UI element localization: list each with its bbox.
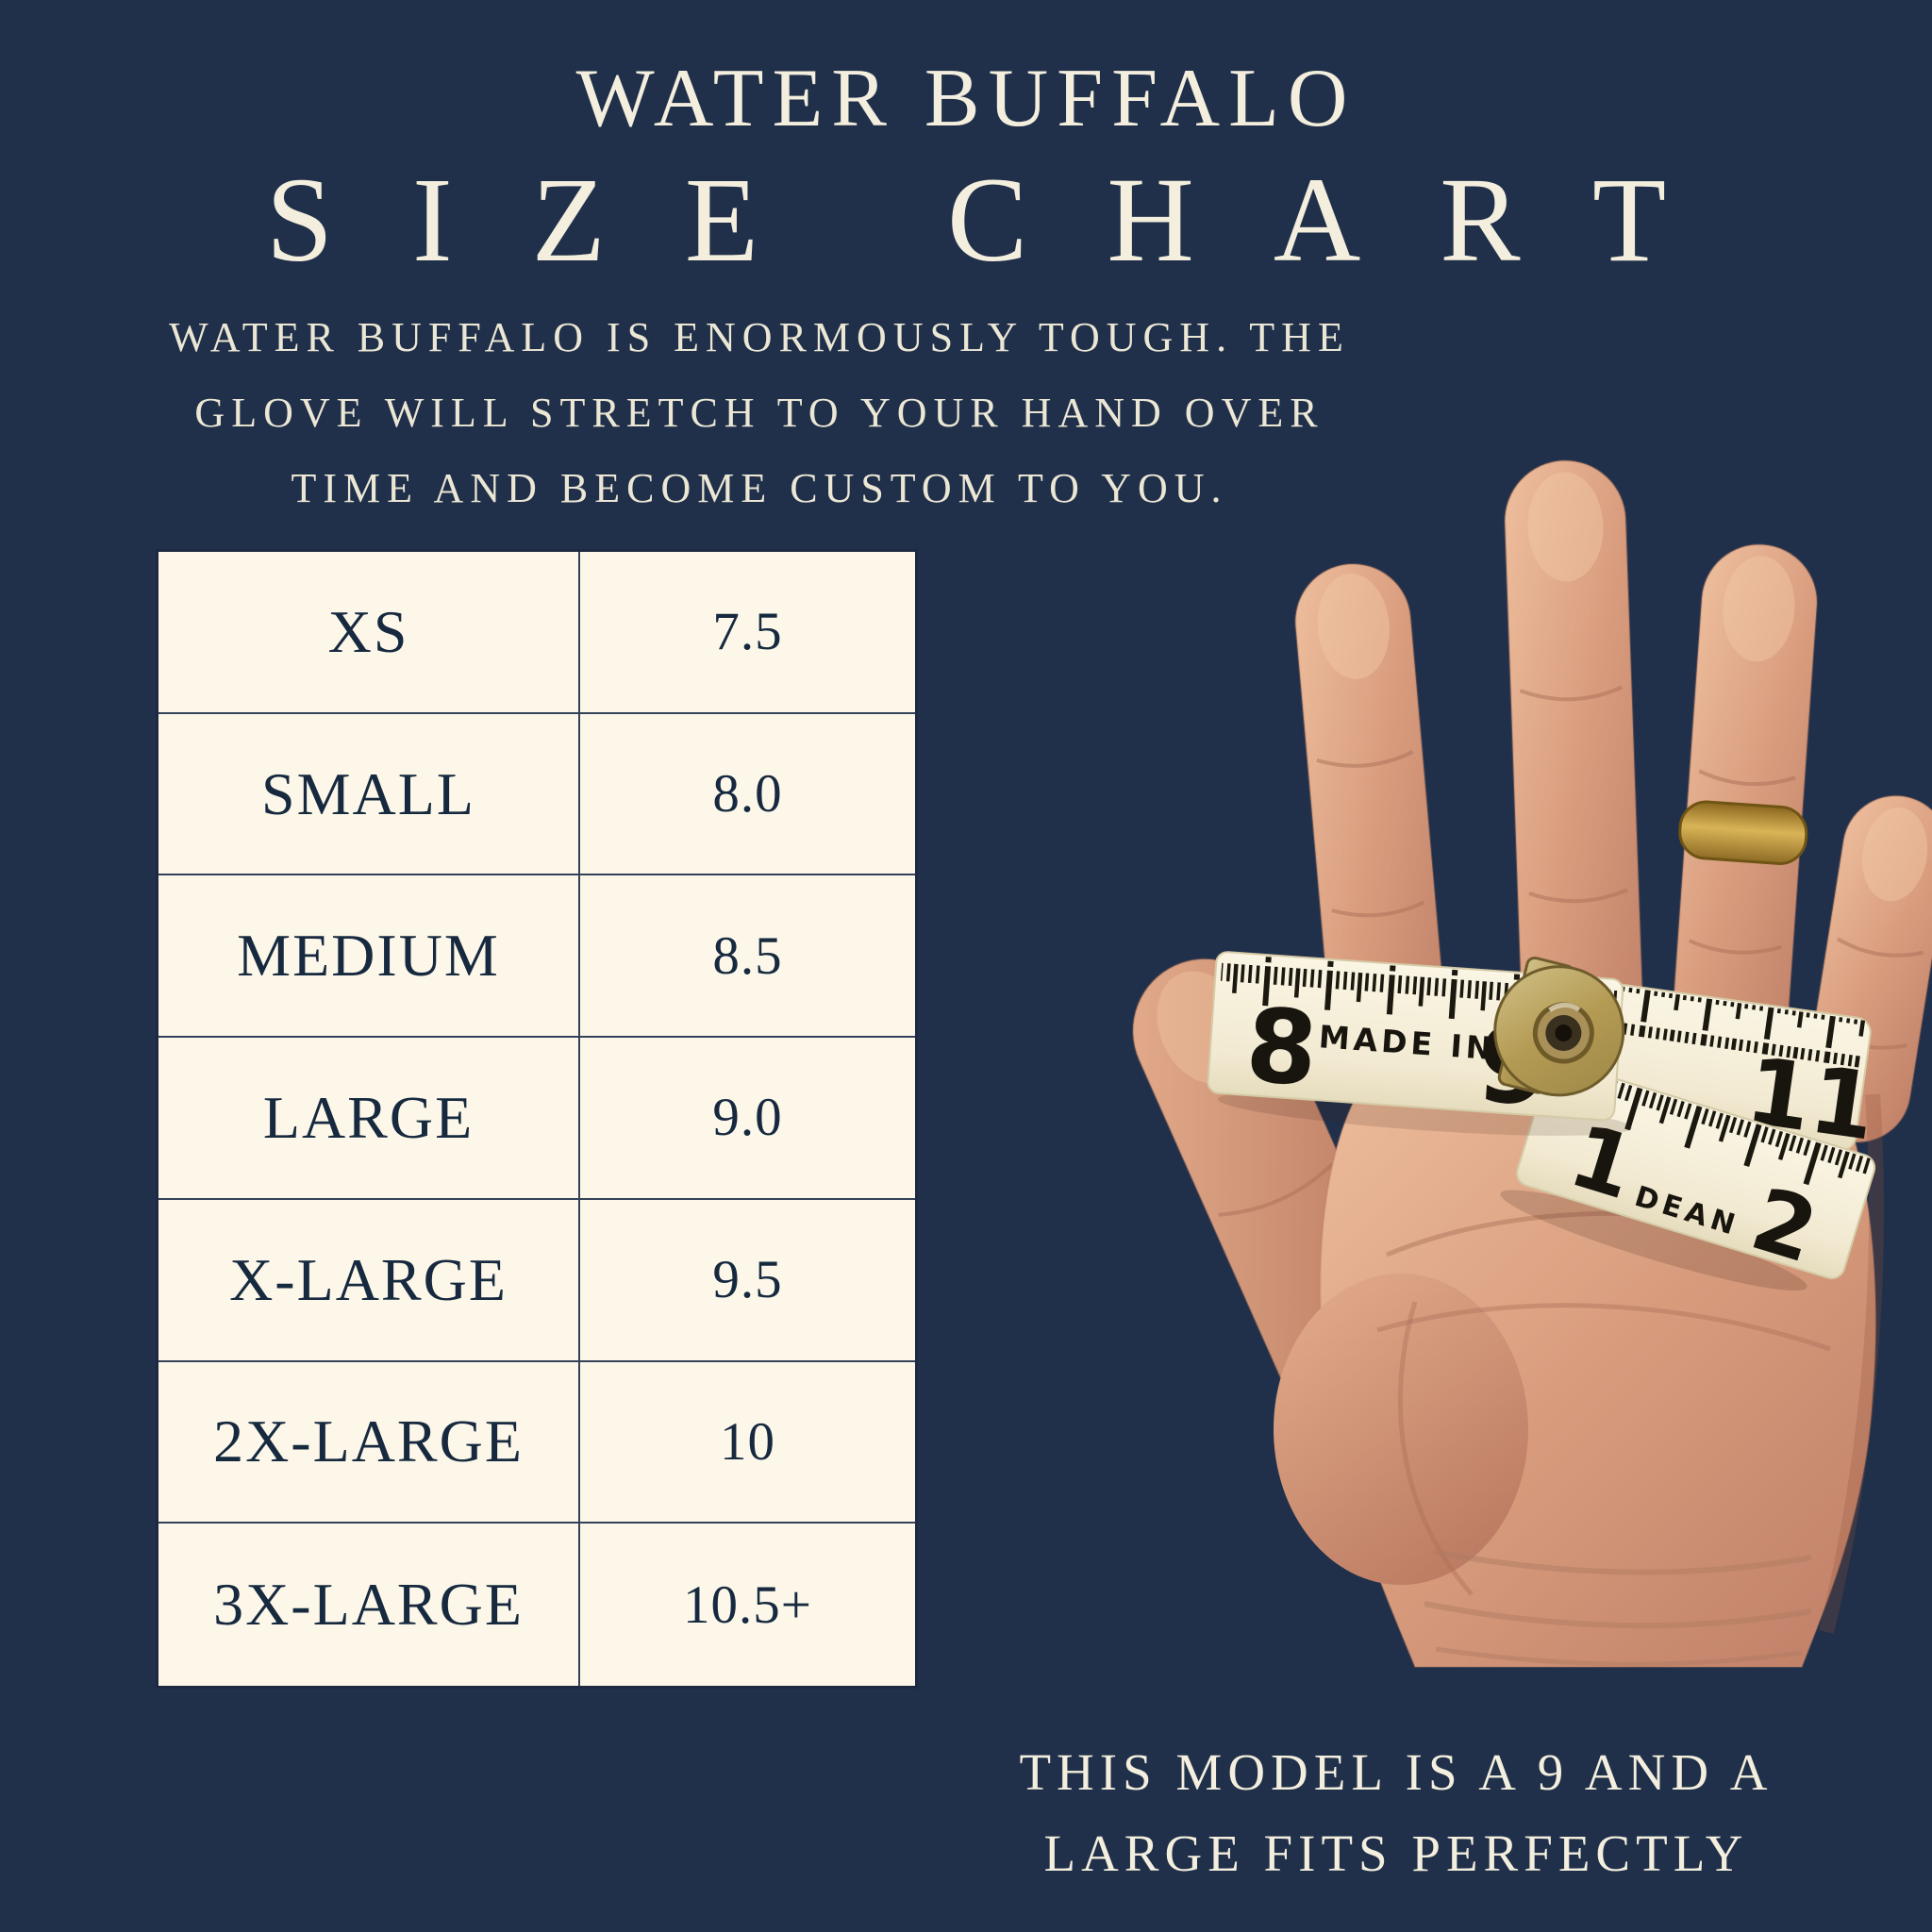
size-value: 9.5 bbox=[580, 1200, 915, 1362]
size-label: LARGE bbox=[158, 1038, 580, 1200]
model-caption-line-1: THIS MODEL IS A 9 AND A bbox=[1019, 1743, 1774, 1801]
size-value: 10 bbox=[580, 1362, 915, 1524]
hand-with-tape-illustration: 11 1 DEAN 2 8 MADE IN bbox=[1132, 459, 1932, 1668]
intro-line-1: WATER BUFFALO IS ENORMOUSLY TOUGH. THE bbox=[169, 314, 1350, 360]
size-label: XS bbox=[158, 552, 580, 714]
page-subtitle-large: SIZE CHART bbox=[0, 151, 1932, 290]
tape-clasp bbox=[1493, 956, 1625, 1097]
size-value: 8.5 bbox=[580, 875, 915, 1039]
intro-line-3: TIME AND BECOME CUSTOM TO YOU. bbox=[291, 465, 1228, 511]
ring-finger bbox=[1668, 543, 1818, 1121]
size-chart-heading: SIZE CHART bbox=[265, 153, 1746, 287]
size-label: 2X-LARGE bbox=[158, 1361, 580, 1524]
size-label: MEDIUM bbox=[158, 875, 580, 1039]
size-label: 3X-LARGE bbox=[158, 1524, 580, 1686]
intro-text: WATER BUFFALO IS ENORMOUSLY TOUGH. THE G… bbox=[90, 300, 1429, 526]
size-value: 8.0 bbox=[580, 714, 915, 876]
size-label: X-LARGE bbox=[158, 1199, 580, 1362]
model-caption-line-2: LARGE FITS PERFECTLY bbox=[1043, 1824, 1749, 1882]
size-value: 9.0 bbox=[580, 1038, 915, 1200]
tape-measure: 11 1 DEAN 2 8 MADE IN bbox=[1207, 951, 1882, 1291]
thenar-mound bbox=[1274, 1274, 1528, 1585]
size-value: 7.5 bbox=[580, 552, 915, 714]
model-caption: THIS MODEL IS A 9 AND A LARGE FITS PERFE… bbox=[887, 1732, 1906, 1894]
size-chart-table: XS 7.5 SMALL 8.0 MEDIUM 8.5 LARGE 9.0 X-… bbox=[156, 549, 918, 1689]
size-value: 10.5+ bbox=[683, 1574, 812, 1635]
tape-number-8: 8 bbox=[1242, 987, 1322, 1109]
middle-finger bbox=[1504, 459, 1645, 1113]
size-label: SMALL bbox=[158, 713, 580, 876]
hand-photo: 11 1 DEAN 2 8 MADE IN bbox=[1075, 377, 1932, 1679]
page-title: WATER BUFFALO bbox=[575, 53, 1357, 144]
intro-line-2: GLOVE WILL STRETCH TO YOUR HAND OVER bbox=[194, 390, 1324, 436]
gold-ring bbox=[1678, 800, 1808, 865]
